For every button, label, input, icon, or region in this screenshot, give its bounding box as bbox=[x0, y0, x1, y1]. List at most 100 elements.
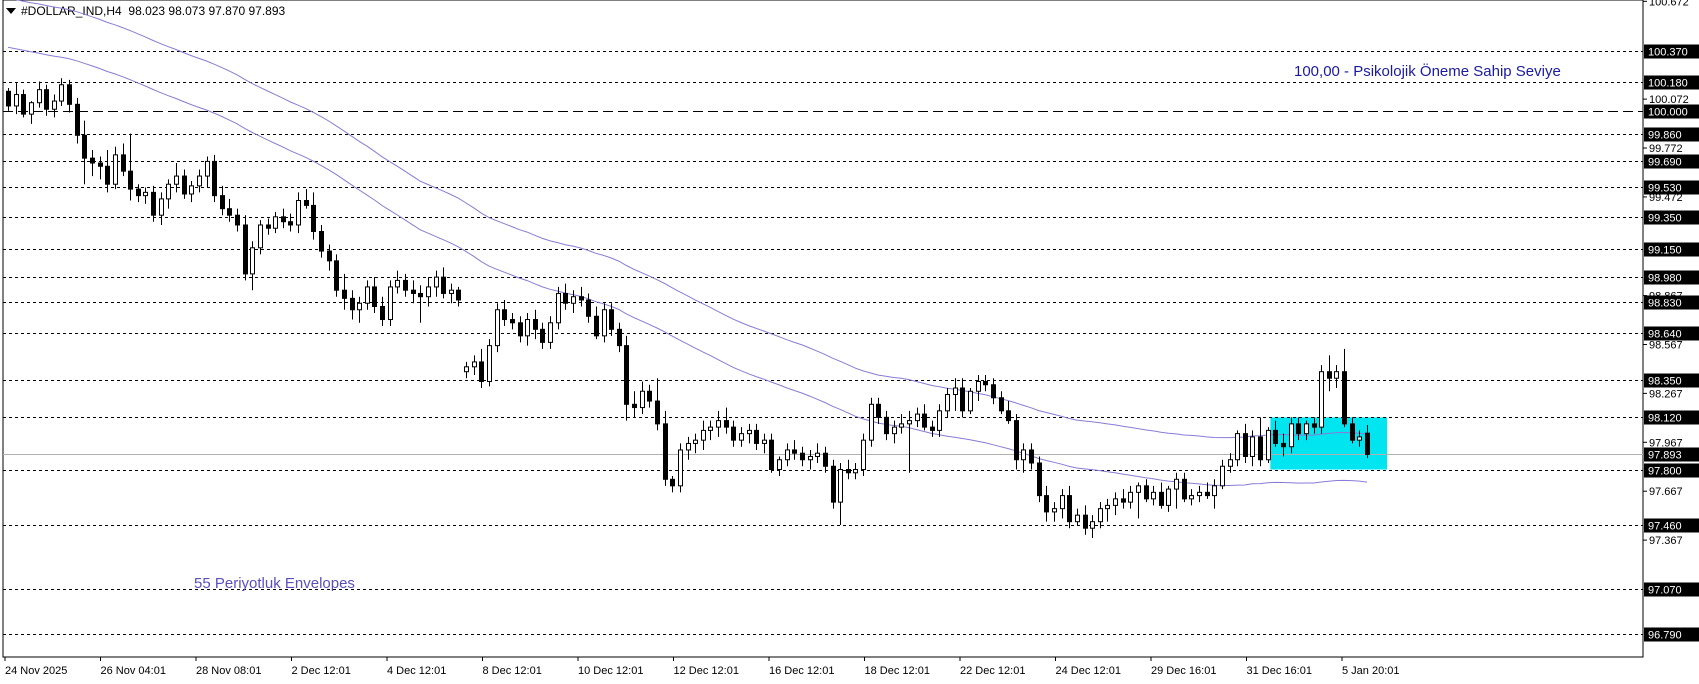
candle bbox=[105, 149, 110, 193]
candle-body bbox=[235, 214, 240, 226]
candle-body bbox=[372, 286, 377, 307]
candle bbox=[792, 440, 797, 460]
level-price-tag bbox=[1644, 154, 1699, 169]
candle-body bbox=[1113, 498, 1118, 506]
candle-body bbox=[388, 286, 393, 321]
candle-body bbox=[1189, 495, 1194, 500]
candle-body bbox=[357, 302, 362, 311]
candle-body bbox=[945, 394, 950, 412]
candle-body bbox=[823, 452, 828, 467]
candle-body bbox=[182, 175, 187, 195]
candle bbox=[273, 211, 278, 234]
level-price-tag bbox=[1644, 463, 1699, 478]
candle bbox=[861, 433, 866, 477]
candle-body bbox=[1266, 429, 1271, 461]
candle bbox=[1121, 489, 1126, 509]
level-price-tag bbox=[1644, 518, 1699, 533]
level-price-label: 99.690 bbox=[1648, 157, 1682, 169]
candle-body bbox=[52, 100, 57, 110]
candle-body bbox=[197, 175, 202, 187]
candle bbox=[288, 213, 293, 232]
level-price-tag bbox=[1644, 295, 1699, 310]
x-axis: 24 Nov 2025 26 Nov 04:01 28 Nov 08:01 2 Dec… bbox=[4, 657, 1400, 677]
candle-body bbox=[1060, 495, 1065, 510]
candle bbox=[1342, 348, 1347, 428]
candle bbox=[1166, 485, 1171, 512]
candle-body bbox=[67, 84, 72, 105]
candle bbox=[281, 208, 286, 229]
candle bbox=[815, 443, 820, 463]
candle-body bbox=[59, 84, 64, 102]
candle bbox=[1281, 433, 1286, 457]
candle bbox=[1144, 479, 1149, 503]
candle bbox=[227, 198, 232, 222]
candle-body bbox=[556, 292, 561, 324]
candle bbox=[968, 388, 973, 415]
chevron-down-icon[interactable] bbox=[6, 7, 16, 14]
candle bbox=[136, 184, 141, 203]
candle bbox=[495, 303, 500, 353]
candle bbox=[1228, 453, 1233, 473]
candle bbox=[609, 303, 614, 336]
candle-body bbox=[1044, 495, 1049, 513]
candle bbox=[59, 78, 64, 106]
candle-body bbox=[258, 224, 263, 249]
candle-body bbox=[1273, 429, 1278, 444]
candle bbox=[29, 101, 34, 124]
y-tick-label: 97.667 bbox=[1649, 486, 1683, 498]
candle bbox=[418, 285, 423, 323]
candle bbox=[456, 286, 461, 307]
candle-body bbox=[1365, 432, 1370, 455]
candle-body bbox=[98, 162, 103, 167]
candle bbox=[869, 397, 874, 447]
y-axis: 100.672100.07299.77299.47298.86798.56798… bbox=[1643, 0, 1689, 547]
candle-body bbox=[1105, 504, 1110, 510]
candle bbox=[594, 306, 599, 340]
candle-body bbox=[678, 449, 683, 487]
candle bbox=[701, 420, 706, 450]
candle bbox=[831, 459, 836, 509]
candle bbox=[846, 459, 851, 480]
candle bbox=[1212, 479, 1217, 509]
candle bbox=[1327, 355, 1332, 392]
candle bbox=[1052, 502, 1057, 522]
candle-body bbox=[533, 319, 538, 330]
current-price-label: 97.893 bbox=[1648, 450, 1682, 462]
candle bbox=[632, 391, 637, 418]
candle bbox=[808, 449, 813, 470]
x-tick-label: 2 Dec 12:01 bbox=[292, 665, 351, 677]
candle bbox=[327, 244, 332, 271]
candle bbox=[953, 378, 958, 411]
candle bbox=[945, 388, 950, 418]
candle-body bbox=[296, 200, 301, 226]
level-price-label: 98.350 bbox=[1648, 376, 1682, 388]
candle-body bbox=[838, 469, 843, 503]
y-tick-label: 100.672 bbox=[1649, 0, 1689, 8]
candle bbox=[357, 296, 362, 323]
y-tick-label: 97.967 bbox=[1649, 437, 1683, 449]
candle bbox=[1334, 365, 1339, 389]
candle-body bbox=[1250, 436, 1255, 457]
candle-body bbox=[754, 429, 759, 444]
candle bbox=[166, 179, 171, 209]
candle-body bbox=[1037, 462, 1042, 497]
x-tick-label: 29 Dec 16:01 bbox=[1151, 665, 1216, 677]
candle bbox=[266, 218, 271, 235]
candle-body bbox=[14, 94, 19, 107]
candle bbox=[915, 407, 920, 428]
level-price-tag bbox=[1644, 242, 1699, 257]
candle bbox=[853, 462, 858, 480]
candle-body bbox=[762, 439, 767, 444]
horizontal-levels: 100.370100.180100.00099.86099.69099.5309… bbox=[3, 44, 1699, 642]
candle bbox=[586, 293, 591, 323]
candle-body bbox=[808, 455, 813, 461]
level-price-tag bbox=[1644, 210, 1699, 225]
candle bbox=[563, 283, 568, 310]
plot-frame bbox=[2, 0, 1644, 658]
candle-body bbox=[518, 322, 523, 337]
candle-body bbox=[1304, 423, 1309, 435]
level-price-tag bbox=[1644, 44, 1699, 59]
candle bbox=[930, 420, 935, 437]
candle bbox=[319, 224, 324, 258]
